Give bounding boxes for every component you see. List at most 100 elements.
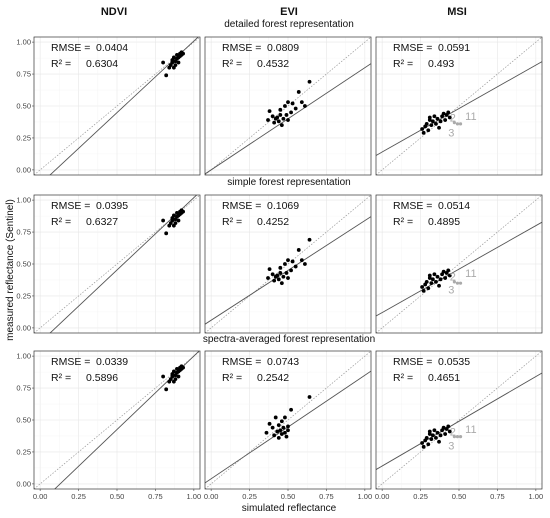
data-point — [432, 114, 437, 119]
x-tick-label: 1.00 — [358, 492, 373, 501]
x-tick-label: 0.50 — [110, 492, 125, 501]
data-point — [286, 118, 290, 122]
y-tick-label: 0.00 — [16, 479, 31, 488]
data-point-outlier — [455, 122, 460, 126]
x-tick-label: 0.75 — [490, 492, 505, 501]
data-point — [438, 277, 443, 282]
data-point — [430, 277, 435, 282]
data-point — [290, 101, 295, 106]
rmse-value: 0.0591 — [438, 42, 470, 54]
regression-line — [376, 221, 542, 317]
data-point — [176, 60, 181, 65]
y-tick-label: 0.50 — [16, 260, 31, 269]
data-point — [283, 262, 287, 266]
data-point — [438, 433, 443, 438]
data-point — [435, 116, 440, 121]
data-point — [289, 110, 293, 115]
point-label-2: 2 — [450, 272, 456, 284]
regression-line — [205, 216, 371, 325]
data-point — [272, 278, 277, 283]
x-axis-label: simulated reflectance — [242, 503, 337, 514]
y-tick-label: 0.25 — [16, 448, 31, 457]
point-label-3: 3 — [448, 440, 454, 452]
rmse-label: RMSE = — [222, 356, 261, 368]
data-point — [421, 130, 426, 135]
rmse-label: RMSE = — [51, 356, 90, 368]
data-point — [283, 104, 287, 108]
data-point — [284, 271, 289, 275]
data-point — [161, 374, 166, 379]
data-point — [299, 100, 304, 105]
point-label-11: 11 — [465, 424, 476, 436]
data-point — [441, 425, 446, 430]
data-point — [420, 127, 425, 131]
data-point — [279, 419, 284, 424]
r2-value: 0.4651 — [428, 372, 460, 384]
data-point — [267, 267, 272, 272]
data-point — [437, 283, 441, 288]
data-point — [289, 268, 293, 273]
data-point — [434, 435, 438, 440]
data-point — [429, 281, 434, 286]
data-point — [266, 276, 270, 280]
data-point — [176, 374, 181, 379]
r2-value: 0.6304 — [86, 58, 118, 70]
y-tick-label: 0.75 — [16, 384, 31, 393]
data-point — [279, 432, 284, 436]
r2-value: 0.493 — [428, 58, 454, 70]
column-title-msi: MSI — [447, 6, 467, 18]
x-tick-label: 0.75 — [319, 492, 334, 501]
row-title-2: simple forest representation — [227, 177, 350, 188]
data-point — [432, 272, 437, 277]
point-label-3: 3 — [448, 284, 454, 296]
data-point — [270, 114, 275, 119]
data-point — [272, 120, 277, 125]
data-point — [286, 100, 290, 105]
rmse-label: RMSE = — [222, 200, 261, 212]
data-point — [176, 218, 181, 223]
data-point — [267, 421, 272, 426]
data-point — [164, 73, 169, 78]
y-tick-label: 0.00 — [16, 323, 31, 332]
x-tick-label: 0.50 — [281, 492, 296, 501]
point-label-2: 2 — [450, 112, 456, 124]
data-point — [273, 415, 278, 420]
data-point — [286, 424, 290, 429]
data-point — [421, 288, 426, 293]
data-point — [447, 115, 452, 120]
y-tick-label: 0.50 — [16, 102, 31, 111]
data-point — [421, 444, 426, 449]
data-point — [446, 110, 451, 115]
data-point — [281, 274, 286, 279]
rmse-label: RMSE = — [222, 42, 261, 54]
data-point — [289, 407, 293, 412]
data-point — [171, 213, 176, 218]
data-point — [171, 55, 176, 60]
data-point — [276, 435, 281, 440]
data-point — [286, 276, 290, 280]
data-point — [446, 424, 451, 429]
point-label-3: 3 — [448, 128, 454, 140]
data-point — [434, 121, 438, 126]
rmse-value: 0.0339 — [96, 356, 128, 368]
y-tick-label: 0.25 — [16, 134, 31, 143]
data-point — [420, 285, 425, 289]
data-point — [275, 429, 280, 434]
data-point — [424, 121, 429, 126]
r2-value: 0.4895 — [428, 216, 460, 228]
data-point-outlier — [455, 281, 460, 285]
data-point — [278, 113, 283, 117]
data-point — [290, 259, 295, 264]
data-point — [267, 109, 272, 114]
r2-label: R² = — [393, 58, 413, 70]
rmse-value: 0.0535 — [438, 356, 470, 368]
data-point — [441, 111, 446, 116]
rmse-value: 0.0743 — [267, 356, 299, 368]
data-point — [441, 269, 446, 274]
r2-label: R² = — [222, 372, 242, 384]
y-tick-label: 0.75 — [16, 228, 31, 237]
data-point — [281, 425, 286, 430]
panel-border — [204, 194, 372, 334]
data-point — [266, 118, 270, 122]
data-point — [426, 286, 431, 291]
